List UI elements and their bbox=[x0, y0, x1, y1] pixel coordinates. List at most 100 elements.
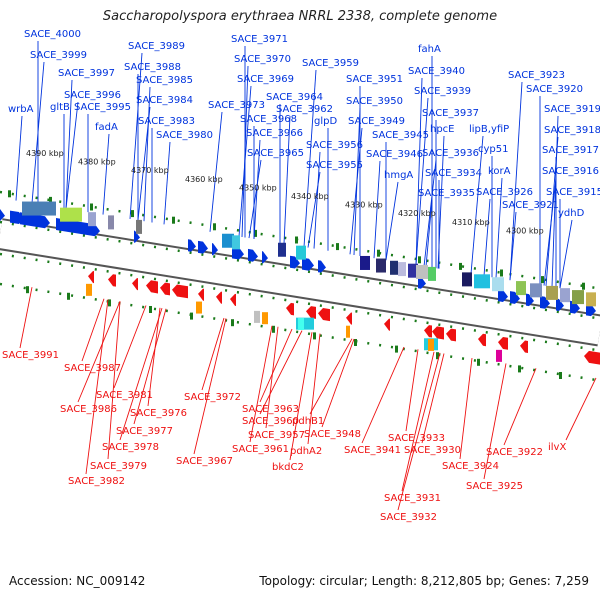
forward-gene-label[interactable]: SACE_3959 bbox=[302, 58, 359, 69]
forward-gene-label[interactable]: SACE_3999 bbox=[30, 50, 87, 61]
reverse-gene-label[interactable]: SACE_3967 bbox=[176, 456, 233, 467]
forward-gene-label[interactable]: SACE_3968 bbox=[240, 114, 297, 125]
forward-feature-box bbox=[136, 219, 142, 234]
reverse-gene-label[interactable]: SACE_3961 bbox=[232, 444, 289, 455]
forward-gene-label[interactable]: SACE_3917 bbox=[542, 145, 599, 156]
forward-label-leader bbox=[241, 65, 249, 237]
reverse-gene-label[interactable]: SACE_3932 bbox=[380, 512, 437, 523]
forward-gene-label[interactable]: ydhD bbox=[558, 208, 585, 219]
forward-gene-label[interactable]: SACE_3965 bbox=[247, 148, 304, 159]
forward-gene-label[interactable]: SACE_3950 bbox=[346, 96, 403, 107]
forward-gene-label[interactable]: SACE_3997 bbox=[58, 68, 115, 79]
forward-gene-label[interactable]: SACE_3969 bbox=[237, 74, 294, 85]
reverse-label-leader bbox=[107, 301, 121, 460]
forward-gene-label[interactable]: fadA bbox=[95, 122, 118, 133]
reverse-gene-label[interactable]: SACE_3957 bbox=[248, 430, 305, 441]
forward-gene-label[interactable]: SACE_3971 bbox=[231, 34, 288, 45]
reverse-gene-arrow bbox=[478, 333, 486, 347]
forward-gene-label[interactable]: SACE_3973 bbox=[208, 100, 265, 111]
forward-gene-label[interactable]: SACE_3946 bbox=[366, 149, 423, 160]
reverse-gene-label[interactable]: SACE_3960 bbox=[242, 416, 299, 427]
major-tick bbox=[377, 249, 380, 257]
forward-gene-label[interactable]: SACE_3995 bbox=[74, 102, 131, 113]
reverse-gene-label[interactable]: ilvX bbox=[548, 442, 566, 453]
forward-gene-label[interactable]: hpcE bbox=[430, 124, 455, 135]
forward-gene-arrow bbox=[212, 243, 218, 256]
forward-gene-label[interactable]: SACE_3989 bbox=[128, 41, 185, 52]
reverse-gene-label[interactable]: pdhB1 bbox=[292, 416, 324, 427]
forward-gene-label[interactable]: fahA bbox=[418, 44, 441, 55]
forward-gene-label[interactable]: SACE_3962 bbox=[276, 104, 333, 115]
forward-gene-label[interactable]: SACE_3940 bbox=[408, 66, 465, 77]
forward-gene-label[interactable]: SACE_3984 bbox=[136, 95, 193, 106]
forward-label-leader bbox=[143, 86, 151, 222]
reverse-gene-label[interactable]: SACE_3991 bbox=[2, 350, 59, 361]
forward-gene-label[interactable]: SACE_3970 bbox=[234, 54, 291, 65]
reverse-gene-label[interactable]: SACE_3976 bbox=[130, 408, 187, 419]
reverse-gene-label[interactable]: SACE_3978 bbox=[102, 442, 159, 453]
forward-gene-label[interactable]: SACE_3951 bbox=[346, 74, 403, 85]
reverse-gene-label[interactable]: SACE_3977 bbox=[116, 426, 173, 437]
reverse-gene-label[interactable]: SACE_3930 bbox=[404, 445, 461, 456]
forward-gene-label[interactable]: korA bbox=[488, 166, 511, 177]
reverse-gene-label[interactable]: SACE_3925 bbox=[466, 481, 523, 492]
major-tick bbox=[436, 352, 439, 360]
forward-gene-label[interactable]: SACE_3926 bbox=[476, 187, 533, 198]
forward-gene-label[interactable]: SACE_3935 bbox=[418, 188, 475, 199]
forward-gene-label[interactable]: SACE_3915 bbox=[546, 187, 600, 198]
major-tick bbox=[541, 276, 544, 284]
forward-gene-label[interactable]: SACE_3920 bbox=[526, 84, 583, 95]
reverse-gene-label[interactable]: SACE_3972 bbox=[184, 392, 241, 403]
forward-gene-label[interactable]: SACE_3966 bbox=[246, 128, 303, 139]
forward-gene-label[interactable]: SACE_3985 bbox=[136, 75, 193, 86]
reverse-gene-label[interactable]: SACE_3941 bbox=[344, 445, 401, 456]
forward-gene-label[interactable]: SACE_3988 bbox=[124, 62, 181, 73]
reverse-gene-label[interactable]: SACE_3981 bbox=[96, 390, 153, 401]
forward-feature-box bbox=[232, 235, 240, 250]
forward-gene-label[interactable]: SACE_3937 bbox=[422, 108, 479, 119]
forward-gene-label[interactable]: SACE_3964 bbox=[266, 92, 323, 103]
reverse-gene-label[interactable]: SACE_3924 bbox=[442, 461, 499, 472]
forward-gene-label[interactable]: SACE_3918 bbox=[544, 125, 600, 136]
forward-gene-label[interactable]: lipB,yfiP bbox=[469, 124, 509, 135]
forward-gene-label[interactable]: SACE_3983 bbox=[138, 116, 195, 127]
forward-gene-label[interactable]: SACE_3923 bbox=[508, 70, 565, 81]
reverse-gene-label[interactable]: SACE_3922 bbox=[486, 447, 543, 458]
reverse-gene-label[interactable]: bkdC2 bbox=[272, 462, 304, 473]
forward-gene-label[interactable]: SACE_3919 bbox=[544, 104, 600, 115]
reverse-gene-label[interactable]: SACE_3933 bbox=[388, 433, 445, 444]
forward-gene-label[interactable]: SACE_4000 bbox=[24, 29, 81, 40]
forward-gene-label[interactable]: cyp51 bbox=[478, 144, 509, 155]
forward-feature-box bbox=[296, 245, 306, 260]
forward-gene-label[interactable]: SACE_3921 bbox=[502, 200, 559, 211]
forward-gene-label[interactable]: SACE_3939 bbox=[414, 86, 471, 97]
forward-gene-label[interactable]: SACE_3956 bbox=[306, 140, 363, 151]
reverse-gene-label[interactable]: SACE_3979 bbox=[90, 461, 147, 472]
forward-gene-label[interactable]: gltB bbox=[50, 102, 70, 113]
forward-label-leader bbox=[253, 139, 261, 239]
reverse-gene-label[interactable]: pdhA2 bbox=[290, 446, 322, 457]
forward-label-leader bbox=[509, 211, 517, 281]
forward-gene-arrow bbox=[290, 255, 300, 269]
forward-gene-label[interactable]: hmgA bbox=[384, 170, 413, 181]
forward-gene-label[interactable]: SACE_3949 bbox=[348, 116, 405, 127]
reverse-gene-label[interactable]: SACE_3982 bbox=[68, 476, 125, 487]
reverse-label-leader bbox=[421, 353, 445, 444]
forward-gene-label[interactable]: SACE_3916 bbox=[542, 166, 599, 177]
reverse-gene-label[interactable]: SACE_3963 bbox=[242, 404, 299, 415]
forward-label-leader bbox=[543, 177, 557, 286]
forward-gene-label[interactable]: SACE_3936 bbox=[422, 148, 479, 159]
forward-gene-label[interactable]: SACE_3955 bbox=[306, 160, 363, 171]
forward-gene-label[interactable]: wrbA bbox=[8, 104, 34, 115]
forward-gene-label[interactable]: SACE_3996 bbox=[64, 90, 121, 101]
forward-gene-label[interactable]: SACE_3945 bbox=[372, 130, 429, 141]
reverse-label-leader bbox=[81, 298, 105, 362]
reverse-gene-label[interactable]: SACE_3931 bbox=[384, 493, 441, 504]
forward-gene-label[interactable]: SACE_3980 bbox=[156, 130, 213, 141]
reverse-gene-label[interactable]: SACE_3986 bbox=[60, 404, 117, 415]
forward-gene-label[interactable]: SACE_3934 bbox=[425, 168, 482, 179]
forward-gene-label[interactable]: glpD bbox=[314, 116, 337, 127]
reverse-gene-label[interactable]: SACE_3948 bbox=[304, 429, 361, 440]
reverse-gene-label[interactable]: SACE_3987 bbox=[64, 363, 121, 374]
forward-label-leader bbox=[425, 199, 433, 267]
